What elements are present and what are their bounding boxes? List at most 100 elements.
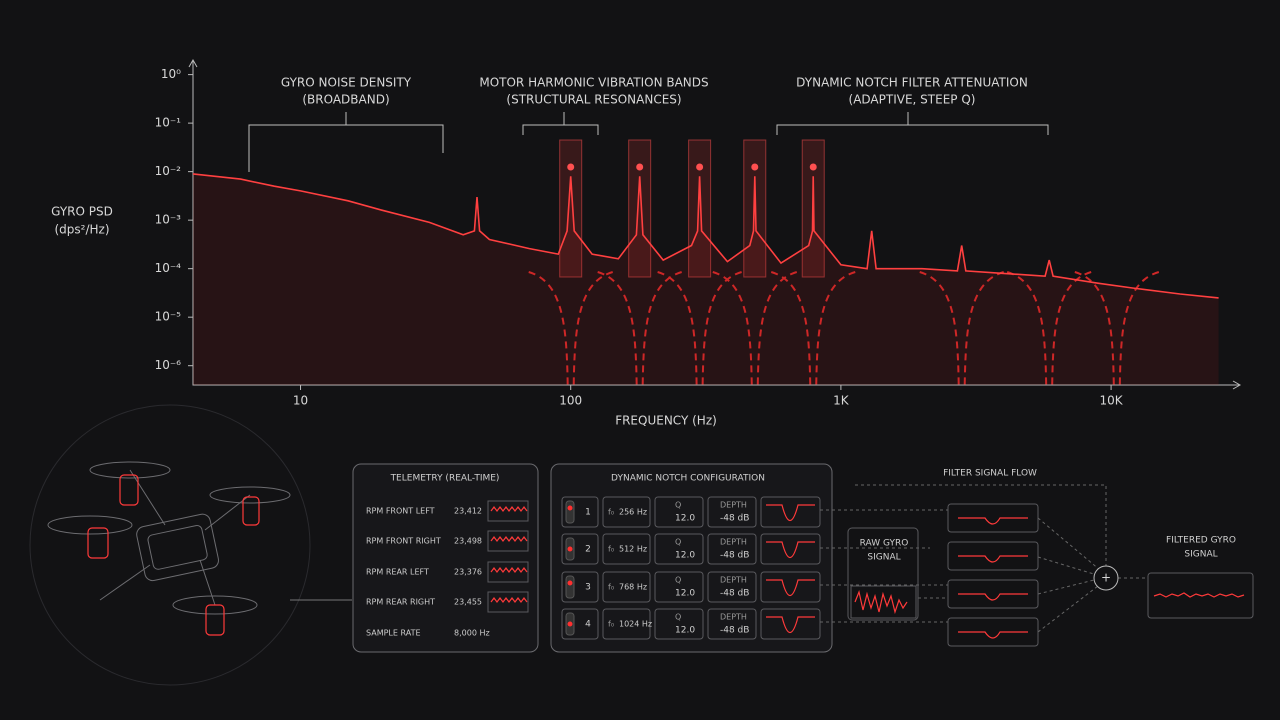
flow-title: FILTER SIGNAL FLOW: [943, 469, 1037, 479]
resonance-marker: [567, 163, 575, 171]
notch-shape: [766, 616, 815, 634]
telemetry-panel: [352, 463, 539, 653]
sparkline: [490, 506, 528, 512]
q-label: Q: [675, 613, 681, 622]
notch-shape: [766, 579, 815, 597]
notch-shape: [766, 504, 815, 522]
telemetry-value: 8,000 Hz: [454, 629, 490, 638]
notch-curve: [1006, 271, 1092, 386]
f0-box: [602, 533, 651, 565]
notch-index: 4: [585, 620, 591, 630]
bracket: [522, 112, 599, 135]
q-box: [654, 571, 704, 603]
y-tick-label: 10⁻⁵: [155, 310, 182, 324]
q-value: 12.0: [675, 626, 695, 636]
f0-value: 768 Hz: [619, 583, 647, 592]
axis: [192, 60, 1240, 386]
flow-wires: [820, 484, 1148, 633]
f0-value: 256 Hz: [619, 508, 647, 517]
notch-curve: [770, 271, 856, 386]
annotation: (STRUCTURAL RESONANCES): [506, 93, 681, 107]
depth-label: DEPTH: [720, 576, 747, 585]
depth-value: -48 dB: [720, 551, 749, 561]
depth-value: -48 dB: [720, 626, 749, 636]
notch-curve: [528, 271, 613, 386]
resonance-marker: [751, 163, 759, 171]
y-tick-label: 10⁻²: [155, 164, 182, 178]
raw-wave: [854, 589, 908, 615]
telemetry-label: RPM REAR LEFT: [366, 568, 429, 577]
q-value: 12.0: [675, 551, 695, 561]
f0-box: [602, 608, 651, 640]
indicator-light: [567, 505, 573, 511]
filtered-box: [1147, 572, 1254, 619]
telemetry-label: RPM REAR RIGHT: [366, 598, 435, 607]
resonance-band: [688, 139, 712, 278]
filtered-label: SIGNAL: [1184, 550, 1217, 560]
notch-curve: [597, 271, 682, 386]
q-box: [654, 496, 704, 528]
notch-panel: [550, 463, 833, 653]
sparkline-box: [487, 500, 529, 522]
depth-value: -48 dB: [720, 514, 749, 524]
indicator-light: [567, 546, 573, 552]
resonance-marker: [696, 163, 704, 171]
depth-box: [707, 608, 757, 640]
sparkline-box: [487, 591, 529, 613]
f0-value: 1024 Hz: [619, 620, 652, 629]
notch-index-box: [561, 533, 599, 565]
telemetry-label: RPM FRONT RIGHT: [366, 537, 441, 546]
sum-node: [1093, 565, 1119, 591]
q-value: 12.0: [675, 589, 695, 599]
drone-illustration: [29, 404, 352, 686]
telemetry-value: 23,376: [454, 568, 482, 577]
f0-box: [602, 571, 651, 603]
y-tick-label: 10⁻⁶: [155, 358, 182, 372]
depth-box: [707, 571, 757, 603]
f0-label: f₀: [608, 583, 614, 592]
sparkline: [490, 536, 528, 542]
f0-label: f₀: [608, 620, 614, 629]
sparkline-box: [487, 561, 529, 583]
axis-arrow: [188, 58, 1242, 390]
resonance-band: [559, 139, 583, 278]
indicator: [565, 575, 575, 599]
raw-wave-box: [850, 585, 917, 619]
filtered-wave: [1153, 592, 1245, 598]
y-axis-label: GYRO PSD: [51, 205, 113, 219]
bracket: [248, 112, 444, 172]
depth-box: [707, 533, 757, 565]
x-tick-label: 100: [559, 394, 582, 408]
annotation: GYRO NOISE DENSITY: [281, 76, 412, 90]
annotation: DYNAMIC NOTCH FILTER ATTENUATION: [796, 76, 1028, 90]
sparkline: [490, 567, 528, 573]
panel-title: DYNAMIC NOTCH CONFIGURATION: [611, 474, 765, 484]
annotation: (BROADBAND): [302, 93, 389, 107]
x-tick-label: 10K: [1100, 394, 1124, 408]
annotation: MOTOR HARMONIC VIBRATION BANDS: [479, 76, 708, 90]
curve-box: [760, 571, 821, 603]
telemetry-value: 23,498: [454, 537, 482, 546]
notch-curve: [657, 271, 742, 386]
f0-box: [602, 496, 651, 528]
x-tick-label: 10: [293, 394, 308, 408]
depth-label: DEPTH: [720, 538, 747, 547]
indicator-light: [567, 621, 573, 627]
panel-title: TELEMETRY (REAL-TIME): [390, 474, 500, 484]
y-tick-label: 10⁻¹: [155, 116, 182, 130]
notch-index: 3: [585, 583, 591, 593]
curve-box: [760, 608, 821, 640]
filter-blocks: [947, 503, 1039, 647]
sparkline: [490, 597, 528, 603]
curve-box: [760, 496, 821, 528]
x-tick-label: 1K: [833, 394, 850, 408]
psd-area: [193, 173, 1219, 385]
y-tick-label: 10⁰: [161, 67, 181, 81]
f0-label: f₀: [608, 508, 614, 517]
telemetry-value: 23,455: [454, 598, 482, 607]
resonance-band: [628, 139, 652, 278]
q-label: Q: [675, 538, 681, 547]
telemetry-value: 23,412: [454, 507, 482, 516]
resonance-marker: [636, 163, 644, 171]
